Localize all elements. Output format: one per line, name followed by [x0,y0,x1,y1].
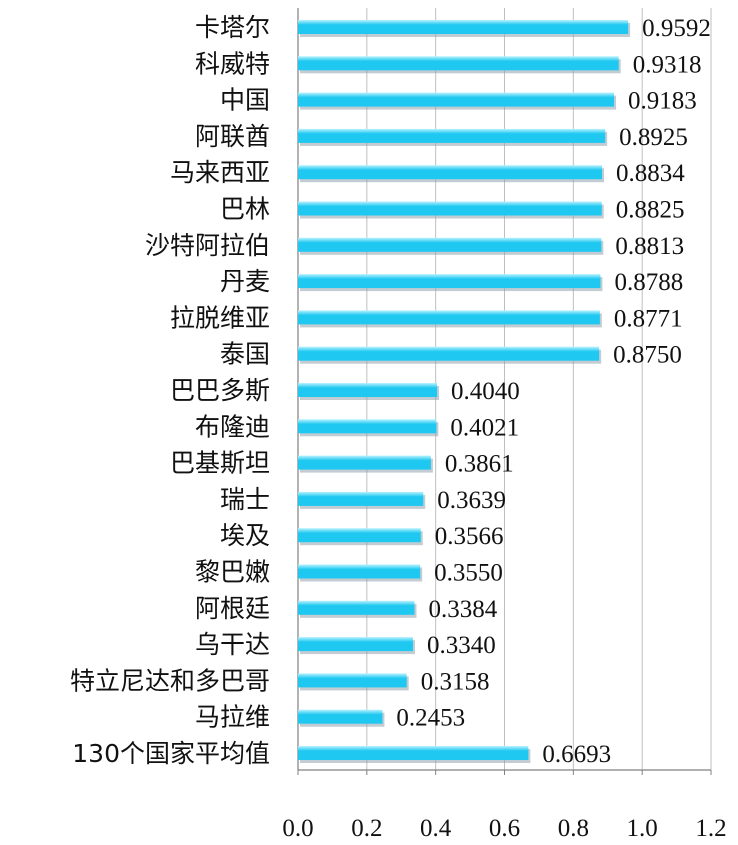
bar [298,92,615,107]
value-label: 0.8771 [614,305,683,332]
category-label: 沙特阿拉伯 [145,231,270,260]
category-label: 丹麦 [220,267,270,296]
category-label: 泰国 [220,340,270,369]
bar [298,274,601,289]
value-label: 0.8788 [614,269,683,296]
bar [298,383,438,397]
bar [298,709,383,724]
category-label: 阿联酋 [195,122,270,151]
category-labels: 卡塔尔科威特中国阿联酋马来西亚巴林沙特阿拉伯丹麦拉脱维亚泰国巴巴多斯布隆迪巴基斯… [70,13,270,768]
x-tick-label: 0.4 [420,815,452,842]
value-label: 0.4021 [450,414,519,441]
category-label: 瑞士 [220,485,270,514]
bar [298,310,600,325]
value-label: 0.3384 [428,596,497,623]
value-label: 0.3340 [427,632,496,659]
value-label: 0.3639 [437,487,506,514]
value-label: 0.3158 [421,668,490,695]
bars [298,20,631,763]
bar [298,637,413,652]
category-label: 巴林 [220,195,270,224]
x-tick-label: 0.8 [558,815,589,842]
bar [298,419,437,434]
bar [298,128,606,143]
x-tick-label: 0.2 [351,815,382,842]
category-label: 马拉维 [195,703,270,732]
category-label: 130个国家平均值 [72,739,270,768]
category-label: 阿根廷 [195,594,270,623]
category-label: 科威特 [195,49,270,78]
category-label: 巴巴多斯 [170,376,270,405]
x-tick-label: 1.0 [627,815,658,842]
value-label: 0.9318 [633,51,702,78]
bar [298,346,600,361]
bar [298,491,424,506]
value-label: 0.2453 [396,705,465,732]
value-label: 0.9592 [642,15,711,42]
value-labels: 0.9592 0.9318 0.9183 0.8925 0.8834 0.8825 0.88… [396,15,710,768]
category-label: 埃及 [220,521,270,550]
bar [298,56,619,71]
value-label: 0.3550 [434,560,503,587]
bar [298,165,603,180]
bar [298,528,421,543]
bar [298,600,415,615]
value-label: 0.6693 [542,741,611,768]
value-label: 0.8925 [619,124,688,151]
value-label: 0.3861 [445,451,514,478]
value-label: 0.8750 [613,342,682,369]
category-label: 卡塔尔 [195,13,270,42]
x-tick-label: 0.6 [489,815,520,842]
category-label: 马来西亚 [170,158,270,187]
bar [298,455,431,470]
x-tick-labels: 0.0 0.2 0.4 0.6 0.8 1.0 1.2 [282,815,726,842]
category-label: 巴基斯坦 [170,449,270,478]
category-label: 黎巴嫩 [195,558,270,587]
value-label: 0.9183 [628,88,697,115]
bar [298,564,421,579]
category-label: 乌干达 [195,630,270,659]
bar [298,237,602,252]
bar [298,201,602,216]
value-label: 0.8825 [616,197,685,224]
category-label: 布隆迪 [195,412,270,441]
bar [298,746,529,760]
value-label: 0.8813 [615,233,684,260]
x-tick-label: 1.2 [695,815,726,842]
bar [298,20,629,34]
value-label: 0.4040 [451,378,520,405]
value-label: 0.8834 [616,160,685,187]
bar [298,673,407,688]
value-label: 0.3566 [435,523,504,550]
category-label: 特立尼达和多巴哥 [70,666,270,695]
category-label: 拉脱维亚 [170,303,270,332]
x-tick-label: 0.0 [282,815,313,842]
category-label: 中国 [220,86,270,115]
